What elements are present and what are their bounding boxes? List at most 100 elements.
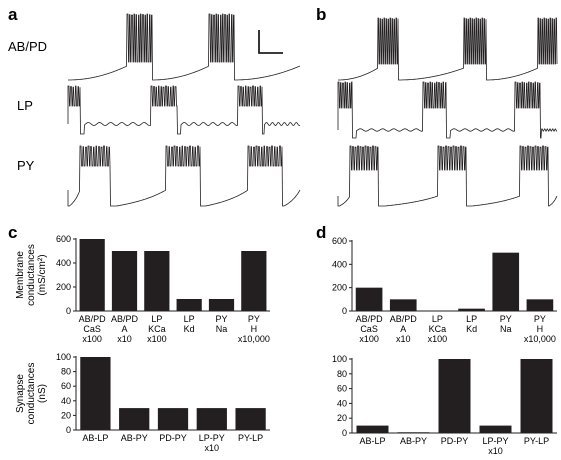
category-label: x10 [117, 334, 132, 344]
y-tick-label: 40 [61, 396, 71, 406]
y-tick-label: 400 [332, 259, 347, 269]
trace-b-lp [337, 81, 558, 139]
y-tick-label: 20 [337, 413, 347, 423]
category-label: Na [216, 324, 228, 334]
y-tick-label: 0 [342, 306, 347, 316]
bar-d-membrane-5 [526, 299, 554, 311]
y-tick-label: 100 [56, 352, 71, 362]
category-label: AB/PD [79, 314, 107, 324]
category-label: x10 [205, 443, 220, 453]
category-label: Kd [466, 324, 477, 334]
bar-c-membrane-1 [111, 251, 138, 311]
bar-d-membrane-0 [355, 287, 383, 311]
bar-d-membrane-1 [389, 299, 417, 311]
category-label: PY [248, 314, 260, 324]
bar-d-synapse-3 [479, 425, 512, 433]
y-tick-label: 20 [61, 410, 71, 420]
category-label: x10 [488, 446, 503, 456]
y-tick-label: 60 [61, 381, 71, 391]
category-label: LP-PY [482, 436, 508, 446]
category-label: H [251, 324, 258, 334]
panel-letter-a: a [8, 5, 18, 24]
category-label: AB/PD [356, 314, 384, 324]
chart-c-membrane: 0200400600AB/PDCaSx100AB/PDAx10LPKCax100… [15, 234, 270, 344]
trace-b-abpd [338, 17, 558, 81]
panel-letter-c: c [8, 223, 17, 242]
bar-d-membrane-3 [458, 308, 485, 311]
scale-bar [258, 30, 283, 54]
chart-d-membrane: 0200400600AB/PDCaSx100AB/PDAx10LPKCax100… [332, 236, 557, 344]
category-label: LP [184, 314, 195, 324]
category-label: PY-LP [238, 433, 263, 443]
bar-d-synapse-4 [520, 359, 553, 433]
category-label: AB/PD [390, 314, 418, 324]
bar-c-membrane-0 [79, 239, 105, 311]
bar-c-synapse-1 [119, 408, 150, 430]
voltage-trace [337, 81, 558, 139]
y-tick-label: 100 [332, 354, 347, 364]
category-label: LP [432, 314, 443, 324]
bar-c-synapse-0 [80, 357, 111, 430]
category-label: PY-LP [524, 436, 549, 446]
trace-label-py: PY [17, 158, 35, 173]
y-tick-label: 600 [332, 236, 347, 246]
category-label: A [400, 324, 406, 334]
y-tick-label: 0 [66, 425, 71, 435]
category-label: x100 [428, 334, 448, 344]
y-tick-label: 0 [342, 428, 347, 438]
voltage-trace [67, 85, 301, 135]
bar-c-membrane-5 [241, 251, 267, 311]
bar-c-membrane-4 [208, 299, 235, 311]
bar-d-synapse-0 [356, 425, 389, 433]
category-label: x100 [82, 334, 102, 344]
category-label: PY [500, 314, 512, 324]
category-label: LP-PY [199, 433, 225, 443]
bar-d-synapse-1 [397, 432, 430, 433]
category-label: LP [466, 314, 477, 324]
category-label: PY [534, 314, 546, 324]
category-label: x10,000 [238, 334, 270, 344]
trace-a-lp [67, 85, 301, 135]
trace-label-abpd: AB/PD [8, 39, 47, 54]
category-label: x10,000 [524, 334, 556, 344]
y-tick-label: 80 [337, 369, 347, 379]
y-tick-label: 200 [332, 283, 347, 293]
category-label: AB-LP [82, 433, 108, 443]
voltage-trace [67, 145, 301, 207]
voltage-trace [337, 145, 558, 207]
voltage-trace [68, 13, 301, 81]
category-label: PD-PY [159, 433, 187, 443]
y-axis-title: Synapseconductances(nS) [15, 363, 48, 425]
y-tick-label: 400 [56, 258, 71, 268]
category-label: x10 [396, 334, 411, 344]
category-label: KCa [429, 324, 447, 334]
y-tick-label: 60 [337, 384, 347, 394]
y-tick-label: 0 [66, 306, 71, 316]
bar-d-membrane-4 [492, 252, 520, 311]
category-label: AB-PY [400, 436, 427, 446]
category-label: AB-LP [359, 436, 385, 446]
panel-letter-b: b [316, 5, 326, 24]
category-label: x100 [359, 334, 379, 344]
y-tick-label: 80 [61, 367, 71, 377]
y-tick-label: 200 [56, 282, 71, 292]
category-label: H [537, 324, 544, 334]
category-label: AB/PD [111, 314, 139, 324]
bar-c-synapse-3 [196, 408, 227, 430]
category-label: CaS [360, 324, 378, 334]
category-label: PY [215, 314, 227, 324]
category-label: KCa [148, 324, 166, 334]
category-label: Na [500, 324, 512, 334]
category-label: Kd [184, 324, 195, 334]
bar-d-synapse-2 [438, 359, 471, 433]
panel-letter-d: d [316, 223, 326, 242]
trace-label-lp: LP [17, 98, 33, 113]
category-label: CaS [83, 324, 101, 334]
category-label: LP [151, 314, 162, 324]
y-tick-label: 600 [56, 234, 71, 244]
trace-a-abpd [68, 13, 301, 81]
y-axis-title: Membraneconductances(mS/cm²) [15, 244, 48, 306]
category-label: PD-PY [441, 436, 469, 446]
